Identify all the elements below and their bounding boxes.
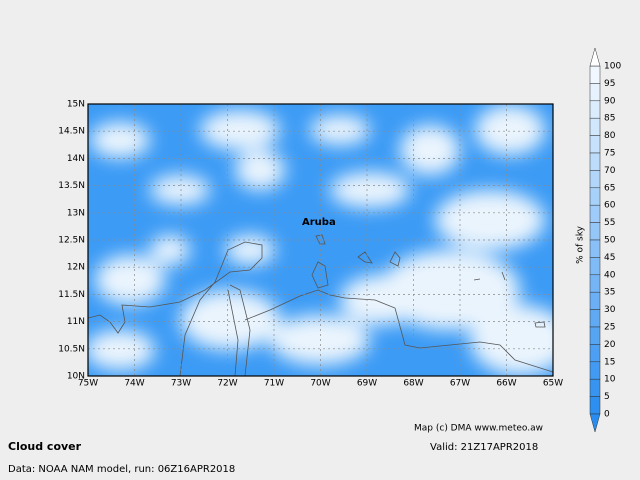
colorbar-tick-label: 40 bbox=[604, 270, 616, 280]
colorbar-tick-label: 45 bbox=[604, 253, 615, 263]
lon-label: 65W bbox=[543, 379, 563, 389]
colorbar-arrow-bottom bbox=[589, 413, 601, 433]
colorbar-segment bbox=[589, 239, 601, 258]
colorbar-segment bbox=[589, 361, 601, 380]
valid-time: Valid: 21Z17APR2018 bbox=[430, 442, 538, 453]
colorbar-tick-label: 70 bbox=[604, 166, 616, 176]
lon-label: 72W bbox=[217, 379, 237, 389]
lon-label: 68W bbox=[403, 379, 423, 389]
colorbar-tick-label: 10 bbox=[604, 375, 616, 385]
lat-label: 12.5N bbox=[58, 236, 85, 246]
colorbar-segment bbox=[589, 100, 601, 119]
colorbar-arrow-top bbox=[589, 47, 601, 67]
map-frame bbox=[87, 103, 554, 377]
lat-label: 10N bbox=[67, 372, 85, 382]
data-source: Data: NOAA NAM model, run: 06Z16APR2018 bbox=[8, 464, 235, 475]
colorbar-segment bbox=[589, 170, 601, 189]
colorbar-segment bbox=[589, 257, 601, 276]
colorbar-tick-label: 30 bbox=[604, 305, 616, 315]
lon-label: 75W bbox=[78, 379, 98, 389]
lat-label: 12N bbox=[67, 263, 85, 273]
colorbar-segment bbox=[589, 378, 601, 397]
credit: Map (c) DMA www.meteo.aw bbox=[414, 424, 543, 434]
place-label: Aruba bbox=[302, 217, 336, 228]
lon-label: 71W bbox=[264, 379, 284, 389]
colorbar-tick-label: 80 bbox=[604, 131, 616, 141]
lat-label: 11.5N bbox=[58, 290, 85, 300]
lon-label: 73W bbox=[171, 379, 191, 389]
colorbar-tick-label: 90 bbox=[604, 96, 616, 106]
colorbar-tick-label: 15 bbox=[604, 357, 615, 367]
colorbar-segment bbox=[589, 396, 601, 415]
colorbar-tick-label: 5 bbox=[604, 392, 610, 402]
cloud-field bbox=[88, 104, 553, 376]
colorbar-segment bbox=[589, 135, 601, 154]
lon-label: 66W bbox=[496, 379, 516, 389]
colorbar-tick-label: 0 bbox=[604, 410, 610, 420]
lat-label: 11N bbox=[67, 317, 85, 327]
colorbar-segment bbox=[589, 309, 601, 328]
colorbar-tick-label: 95 bbox=[604, 79, 615, 89]
lat-label: 10.5N bbox=[58, 344, 85, 354]
colorbar-tick-label: 65 bbox=[604, 183, 615, 193]
colorbar-tick-label: 85 bbox=[604, 114, 615, 124]
lat-label: 13N bbox=[67, 208, 85, 218]
colorbar-segment bbox=[589, 187, 601, 206]
colorbar-segment bbox=[589, 222, 601, 241]
colorbar-segment bbox=[589, 65, 601, 84]
colorbar-segment bbox=[589, 291, 601, 310]
colorbar-segment bbox=[589, 344, 601, 363]
lon-label: 69W bbox=[357, 379, 377, 389]
colorbar-tick-label: 100 bbox=[604, 62, 621, 72]
colorbar-tick-label: 20 bbox=[604, 340, 616, 350]
colorbar-label: % of sky bbox=[576, 225, 586, 264]
lat-label: 13.5N bbox=[58, 181, 85, 191]
colorbar-tick-label: 55 bbox=[604, 218, 615, 228]
lat-label: 14.5N bbox=[58, 127, 85, 137]
colorbar-tick-label: 50 bbox=[604, 236, 616, 246]
colorbar-tick-label: 35 bbox=[604, 288, 615, 298]
lon-label: 70W bbox=[310, 379, 330, 389]
colorbar-tick-label: 25 bbox=[604, 323, 615, 333]
lon-label: 67W bbox=[450, 379, 470, 389]
colorbar-segment bbox=[589, 152, 601, 171]
colorbar-segment bbox=[589, 117, 601, 136]
colorbar-segment bbox=[589, 326, 601, 345]
lat-label: 14N bbox=[67, 154, 85, 164]
colorbar-tick-label: 75 bbox=[604, 149, 615, 159]
colorbar-tick-label: 60 bbox=[604, 201, 616, 211]
colorbar-segment bbox=[589, 274, 601, 293]
title: Cloud cover bbox=[8, 440, 82, 453]
lon-label: 74W bbox=[124, 379, 144, 389]
lat-label: 15N bbox=[67, 100, 85, 110]
colorbar-segment bbox=[589, 83, 601, 102]
colorbar-segment bbox=[589, 204, 601, 223]
